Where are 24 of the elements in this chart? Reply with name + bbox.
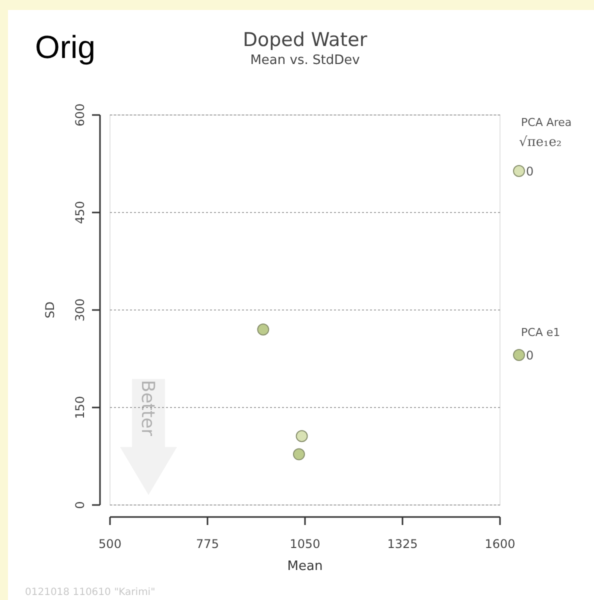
- chart-subtitle: Mean vs. StdDev: [250, 53, 360, 68]
- y-tick-label: 0: [73, 501, 87, 509]
- annotation: Better: [137, 380, 158, 437]
- y-tick-label: 150: [73, 396, 87, 419]
- text: √πe₁e₂: [519, 135, 562, 150]
- y-tick-label: 600: [73, 104, 87, 126]
- x-tick-label: 1325: [387, 537, 418, 551]
- x-axis-title: Mean: [287, 559, 323, 574]
- legend-label: 0: [526, 164, 534, 178]
- text: Orig: [35, 29, 96, 65]
- x-tick-label: 500: [98, 537, 122, 551]
- text: PCA Area: [521, 116, 572, 129]
- chart-title: Doped Water: [242, 29, 368, 51]
- text: PCA e1: [521, 326, 560, 339]
- point: [257, 324, 270, 336]
- point: [292, 448, 305, 460]
- legend-label: 0: [526, 348, 534, 362]
- point: [296, 430, 308, 442]
- x-tick-label: 1600: [484, 537, 516, 551]
- y-axis-title: SD: [43, 302, 57, 318]
- x-tick-label: 775: [196, 537, 219, 551]
- x-tick-label: 1050: [290, 537, 320, 551]
- y-tick-label: 300: [73, 298, 87, 322]
- y-tick-label: 450: [73, 201, 87, 224]
